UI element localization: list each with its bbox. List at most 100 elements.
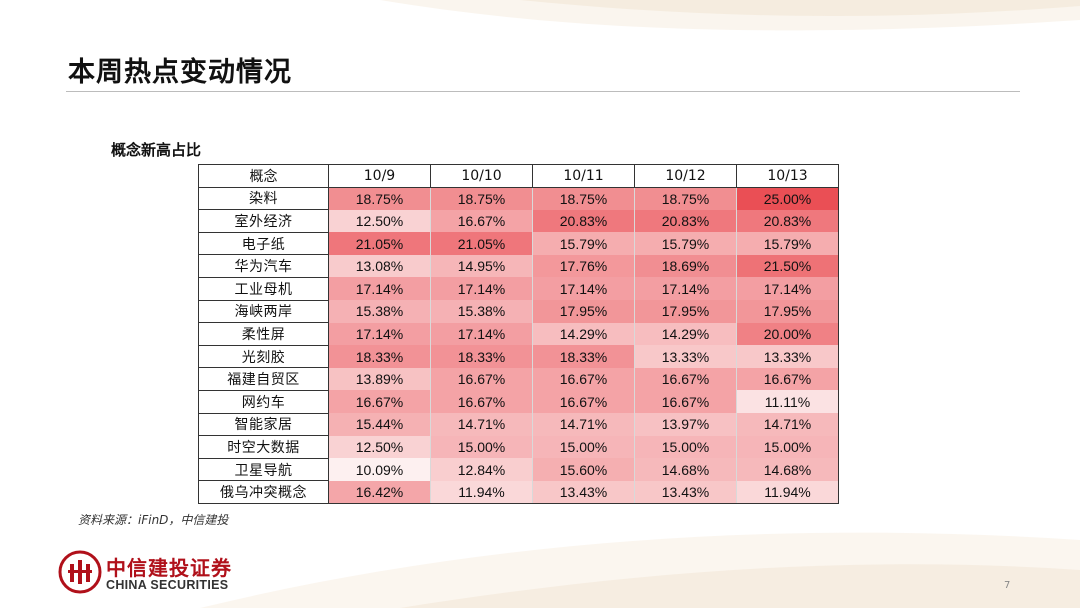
value-cell: 14.71% [532,413,635,436]
table-row: 室外经济 12.50% 16.67% 20.83% 20.83% 20.83% [198,209,839,233]
concept-name-cell: 网约车 [198,389,329,414]
table-row: 海峡两岸 15.38% 15.38% 17.95% 17.95% 17.95% [198,299,839,324]
value-cell: 17.95% [532,300,635,323]
company-name-cn: 中信建投证券 [106,556,232,580]
value-cell: 15.79% [634,232,737,255]
concept-name-cell: 室外经济 [198,209,329,233]
concept-name-cell: 俄乌冲突概念 [198,480,329,504]
concept-heatmap-table: 概念 10/9 10/10 10/11 10/12 10/13 染料 18.75%… [198,164,839,504]
value-cell: 15.79% [736,232,839,255]
table-row: 光刻胶 18.33% 18.33% 18.33% 13.33% 13.33% [198,344,839,369]
value-cell: 21.05% [430,232,533,255]
value-cell: 16.67% [634,367,737,391]
column-header: 10/9 [328,164,431,188]
value-cell: 16.67% [532,390,635,414]
concept-name-cell: 海峡两岸 [198,299,329,324]
value-cell: 18.33% [328,345,431,368]
table-row: 福建自贸区 13.89% 16.67% 16.67% 16.67% 16.67% [198,367,839,391]
page-title: 本周热点变动情况 [68,57,292,88]
value-cell: 16.67% [634,390,737,414]
concept-name-cell: 时空大数据 [198,435,329,459]
value-cell: 11.94% [736,480,839,504]
value-cell: 21.50% [736,254,839,278]
value-cell: 14.95% [430,254,533,278]
page-number: 7 [1004,580,1011,591]
value-cell: 25.00% [736,187,839,210]
value-cell: 14.68% [634,458,737,481]
value-cell: 17.76% [532,254,635,278]
citic-logo-icon [58,550,102,594]
value-cell: 15.79% [532,232,635,255]
value-cell: 20.83% [532,209,635,233]
value-cell: 17.14% [328,322,431,346]
section-title: 概念新高占比 [111,141,202,159]
value-cell: 12.50% [328,209,431,233]
value-cell: 18.69% [634,254,737,278]
value-cell: 18.75% [532,187,635,210]
value-cell: 13.97% [634,413,737,436]
value-cell: 18.75% [634,187,737,210]
value-cell: 20.83% [736,209,839,233]
concept-name-cell: 智能家居 [198,412,329,437]
value-cell: 11.94% [430,480,533,504]
concept-name-cell: 工业母机 [198,276,329,301]
value-cell: 14.71% [736,413,839,436]
value-cell: 11.11% [736,390,839,414]
table-header-row: 概念 10/9 10/10 10/11 10/12 10/13 [198,164,839,188]
title-divider [66,91,1020,92]
value-cell: 13.43% [532,480,635,504]
value-cell: 15.00% [634,435,737,459]
value-cell: 17.14% [634,277,737,301]
value-cell: 16.67% [430,390,533,414]
table-row: 柔性屏 17.14% 17.14% 14.29% 14.29% 20.00% [198,322,839,346]
table-row: 卫星导航 10.09% 12.84% 15.60% 14.68% 14.68% [198,457,839,482]
value-cell: 17.14% [736,277,839,301]
column-header: 10/12 [634,164,737,188]
value-cell: 15.38% [430,300,533,323]
value-cell: 12.50% [328,435,431,459]
table-row: 电子纸 21.05% 21.05% 15.79% 15.79% 15.79% [198,231,839,256]
value-cell: 17.14% [532,277,635,301]
table-row: 网约车 16.67% 16.67% 16.67% 16.67% 11.11% [198,389,839,414]
value-cell: 13.08% [328,254,431,278]
table-row: 智能家居 15.44% 14.71% 14.71% 13.97% 14.71% [198,412,839,437]
value-cell: 16.42% [328,480,431,504]
concept-name-cell: 柔性屏 [198,322,329,346]
value-cell: 17.14% [430,322,533,346]
concept-name-cell: 染料 [198,186,329,211]
value-cell: 16.67% [430,209,533,233]
value-cell: 17.14% [430,277,533,301]
value-cell: 18.75% [430,187,533,210]
value-cell: 18.33% [532,345,635,368]
value-cell: 18.75% [328,187,431,210]
value-cell: 15.00% [532,435,635,459]
value-cell: 10.09% [328,458,431,481]
value-cell: 16.67% [532,367,635,391]
value-cell: 15.60% [532,458,635,481]
value-cell: 15.38% [328,300,431,323]
value-cell: 13.89% [328,367,431,391]
value-cell: 17.14% [328,277,431,301]
value-cell: 17.95% [736,300,839,323]
concept-name-cell: 华为汽车 [198,254,329,278]
table-row: 工业母机 17.14% 17.14% 17.14% 17.14% 17.14% [198,276,839,301]
value-cell: 21.05% [328,232,431,255]
concept-name-cell: 光刻胶 [198,344,329,369]
value-cell: 15.44% [328,413,431,436]
value-cell: 14.71% [430,413,533,436]
table-row: 华为汽车 13.08% 14.95% 17.76% 18.69% 21.50% [198,254,839,278]
table-row: 染料 18.75% 18.75% 18.75% 18.75% 25.00% [198,186,839,211]
concept-name-cell: 电子纸 [198,231,329,256]
value-cell: 15.00% [736,435,839,459]
value-cell: 20.00% [736,322,839,346]
value-cell: 18.33% [430,345,533,368]
value-cell: 13.43% [634,480,737,504]
concept-name-cell: 福建自贸区 [198,367,329,391]
column-header: 概念 [198,164,329,188]
company-name-en: CHINA SECURITIES [106,578,229,592]
value-cell: 16.67% [328,390,431,414]
value-cell: 15.00% [430,435,533,459]
value-cell: 17.95% [634,300,737,323]
column-header: 10/11 [532,164,635,188]
value-cell: 14.68% [736,458,839,481]
